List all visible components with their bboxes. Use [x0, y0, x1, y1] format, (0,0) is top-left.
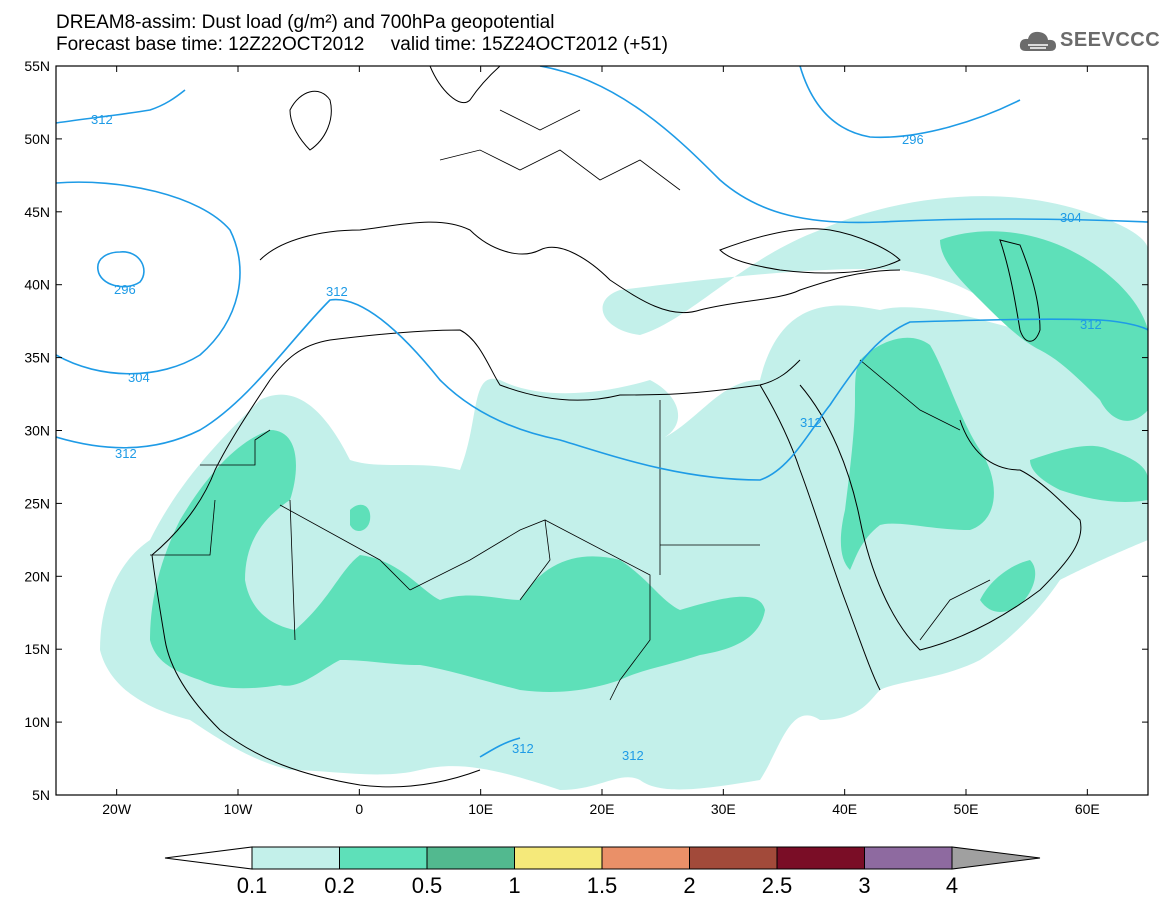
contour-label: 304: [1060, 210, 1082, 225]
border-niger-chad: [409, 519, 551, 601]
contour-label: 312: [622, 748, 644, 763]
coastline-british-isles: [289, 90, 332, 151]
contour-label: 312: [800, 415, 822, 430]
colorbar-swatch: [339, 846, 428, 870]
lat-tick-label: 45N: [24, 204, 50, 220]
coastline-scandinavia: [429, 66, 501, 104]
lon-tick-label: 30E: [711, 801, 736, 817]
colorbar-label: 0.5: [412, 873, 443, 898]
colorbar-label: 3: [858, 873, 870, 898]
coastline-north-africa: [151, 329, 801, 556]
contour-296-east: [539, 66, 1148, 224]
lat-tick-label: 40N: [24, 277, 50, 293]
contour-304: [56, 181, 241, 375]
dust-region-medium-arabia: [840, 337, 994, 570]
contour-label: 296: [114, 282, 136, 297]
contour-label: 312: [1080, 317, 1102, 332]
seevccc-logo: SEEVCCC: [1018, 25, 1161, 61]
contour-label: 312: [91, 112, 113, 127]
contour-label: 312: [115, 446, 137, 461]
colorbar: [164, 846, 1041, 870]
contour-label: 312: [326, 284, 348, 299]
longitude-labels: 20W 10W 0 10E 20E 30E 40E 50E 60E: [102, 801, 1100, 817]
geopotential-contours: [56, 66, 1148, 758]
border-europe: [439, 109, 681, 191]
lon-tick-label: 20E: [590, 801, 615, 817]
colorbar-labels: 0.1 0.2 0.5 1 1.5 2 2.5 3 4: [237, 873, 958, 898]
colorbar-swatch: [689, 846, 778, 870]
lat-tick-label: 30N: [24, 423, 50, 439]
colorbar-label: 2: [683, 873, 695, 898]
dust-region-medium-gulf: [1030, 445, 1148, 502]
coastline-arabia: [799, 384, 1082, 651]
borders: [150, 109, 991, 701]
colorbar-label: 2.5: [762, 873, 793, 898]
colorbar-under-triangle: [164, 846, 253, 870]
lat-tick-label: 35N: [24, 350, 50, 366]
colorbar-label: 1: [508, 873, 520, 898]
dust-region-medium-iran: [940, 231, 1148, 421]
contour-312-north: [56, 89, 186, 124]
lat-tick-label: 25N: [24, 495, 50, 511]
border-mauritania: [150, 429, 271, 556]
lon-tick-label: 60E: [1075, 801, 1100, 817]
lat-tick-label: 5N: [32, 787, 50, 803]
contour-label: 304: [128, 370, 150, 385]
forecast-time-line: Forecast base time: 12Z22OCT2012 valid t…: [56, 34, 668, 55]
coastline-europe: [259, 221, 901, 314]
lat-tick-label: 20N: [24, 568, 50, 584]
contour-312-south: [479, 737, 521, 758]
border-libya-egypt: [659, 400, 760, 575]
contour-312-main: [56, 298, 1148, 481]
border-algeria-mali: [279, 499, 411, 641]
logo-text: SEEVCCC: [1060, 29, 1161, 51]
map-title: DREAM8-assim: Dust load (g/m²) and 700hP…: [56, 12, 555, 33]
dust-region-medium-oman: [980, 560, 1036, 612]
lat-tick-label: 15N: [24, 641, 50, 657]
colorbar-swatch: [426, 846, 515, 870]
colorbar-label: 1.5: [587, 873, 618, 898]
lon-tick-label: 10W: [224, 801, 254, 817]
colorbar-label: 0.1: [237, 873, 268, 898]
coastlines: [151, 66, 1082, 788]
contour-label: 312: [512, 741, 534, 756]
lon-tick-label: 10E: [468, 801, 493, 817]
border-sudan: [544, 519, 651, 701]
colorbar-swatch: [514, 846, 603, 870]
latitude-labels: 55N 50N 45N 40N 35N 30N 25N 20N 15N 10N 5N: [24, 58, 50, 803]
lon-tick-label: 50E: [954, 801, 979, 817]
coastline-red-sea: [759, 384, 881, 691]
coastline-black-sea: [719, 228, 901, 274]
colorbar-swatch: [864, 846, 953, 870]
lat-tick-label: 55N: [24, 58, 50, 74]
dust-field: [100, 196, 1148, 791]
colorbar-swatch: [601, 846, 690, 870]
dust-region-medium-west: [150, 430, 765, 692]
axis-ticks: [56, 65, 1148, 796]
dust-region-medium-sahara: [350, 504, 371, 532]
colorbar-over-triangle: [951, 846, 1041, 870]
coastline-west-africa: [151, 554, 481, 788]
contour-296-ne: [799, 66, 1021, 139]
contour-labels: 312 296 304 312 312 296 304 312 312 312 …: [91, 112, 1102, 763]
lon-tick-label: 40E: [832, 801, 857, 817]
colorbar-label: 0.2: [324, 873, 355, 898]
colorbar-swatch: [776, 846, 865, 870]
border-saudi: [859, 359, 991, 641]
lon-tick-label: 0: [355, 801, 363, 817]
colorbar-label: 4: [946, 873, 958, 898]
coastline-caspian: [999, 239, 1041, 342]
lat-tick-label: 10N: [24, 714, 50, 730]
contour-296-loop: [97, 251, 145, 288]
lon-tick-label: 20W: [102, 801, 132, 817]
lat-tick-label: 50N: [24, 131, 50, 147]
colorbar-swatch: [251, 846, 340, 870]
cloud-icon: [1019, 31, 1056, 51]
contour-label: 296: [902, 132, 924, 147]
